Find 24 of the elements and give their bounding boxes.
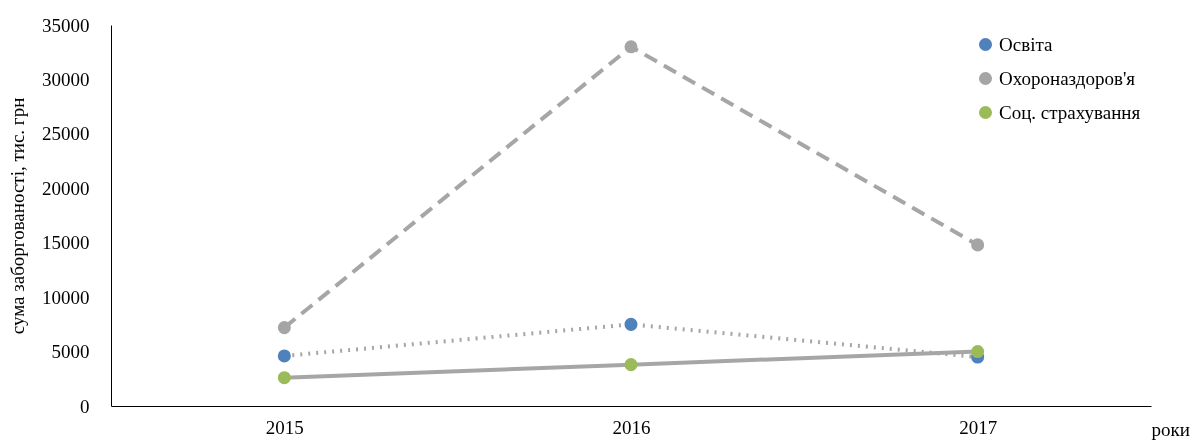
- y-tick-label: 10000: [42, 286, 90, 308]
- x-tick-label: 2017: [959, 416, 998, 438]
- point: [971, 238, 985, 252]
- y-tick-label: 30000: [42, 68, 90, 90]
- legend-label: Охороназдоров'я: [999, 67, 1136, 89]
- y-axis-title: сума заборгованості, тис. грн: [7, 97, 28, 335]
- point: [624, 358, 638, 372]
- y-tick-label: 5000: [51, 341, 90, 363]
- y-tick-label: 15000: [42, 232, 90, 254]
- point: [277, 349, 291, 363]
- point: [277, 321, 291, 335]
- x-tick-label: 2016: [612, 416, 651, 438]
- x-tick-label: 2015: [265, 416, 304, 438]
- y-tick-label: 35000: [42, 14, 90, 36]
- point: [624, 40, 638, 54]
- point: [971, 345, 985, 359]
- point: [624, 317, 638, 331]
- y-tick-label: 0: [80, 395, 90, 417]
- legend-label: Соц. страхування: [999, 101, 1141, 123]
- y-tick-label: 25000: [42, 123, 90, 145]
- point: [277, 371, 291, 385]
- x-axis-title: роки: [1151, 419, 1190, 440]
- y-tick-label: 20000: [42, 177, 90, 199]
- legend-label: Освіта: [999, 33, 1053, 55]
